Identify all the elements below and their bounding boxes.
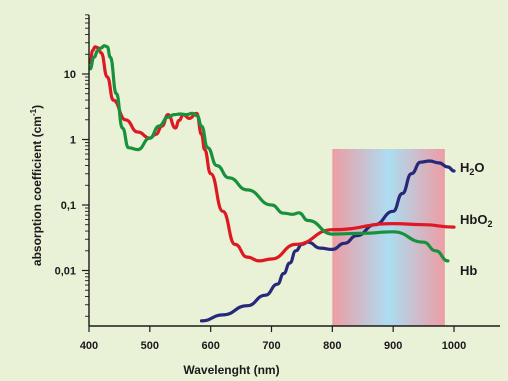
y-tick-label-2: 1	[70, 135, 76, 147]
x-tick-label-600: 600	[201, 340, 219, 352]
y-axis-title-superscript: -1	[29, 108, 38, 116]
x-tick-label-700: 700	[262, 340, 280, 352]
axes-layer: 400 500 600 700 800 900 1000 0,01 0,1 1 10	[55, 14, 500, 352]
series-label-hbo2: HbO2	[460, 212, 492, 229]
x-axis-title: Wavelenght (nm)	[183, 363, 279, 377]
x-tick-label-800: 800	[323, 340, 341, 352]
y-axis-title-end: )	[30, 105, 44, 109]
series-label-subscript: 2	[487, 219, 492, 229]
series-line-h2o	[199, 159, 456, 323]
series-label-end: O	[474, 160, 484, 175]
series-label-main: HbO	[460, 212, 487, 227]
x-tick-label-400: 400	[80, 340, 98, 352]
series-layer	[88, 44, 456, 323]
y-tick-label-1: 0,1	[61, 200, 76, 212]
x-tick-label-500: 500	[141, 340, 159, 352]
series-label-hb: Hb	[460, 263, 477, 278]
y-axis-title-main: absorption coefficient (cm	[30, 116, 44, 266]
series-label-h2o: H2O	[460, 160, 485, 177]
x-tick-label-1000: 1000	[442, 340, 466, 352]
series-label-subscript: 2	[469, 167, 474, 177]
series-line-hb	[88, 44, 450, 263]
series-label-main: H	[460, 160, 469, 175]
y-tick-label-3: 10	[64, 69, 76, 81]
y-tick-label-0: 0,01	[55, 266, 76, 278]
series-label-main: Hb	[460, 263, 477, 278]
highlight-band	[332, 149, 445, 326]
x-tick-label-900: 900	[384, 340, 402, 352]
y-axis-title: absorption coefficient (cm-1)	[29, 105, 44, 266]
